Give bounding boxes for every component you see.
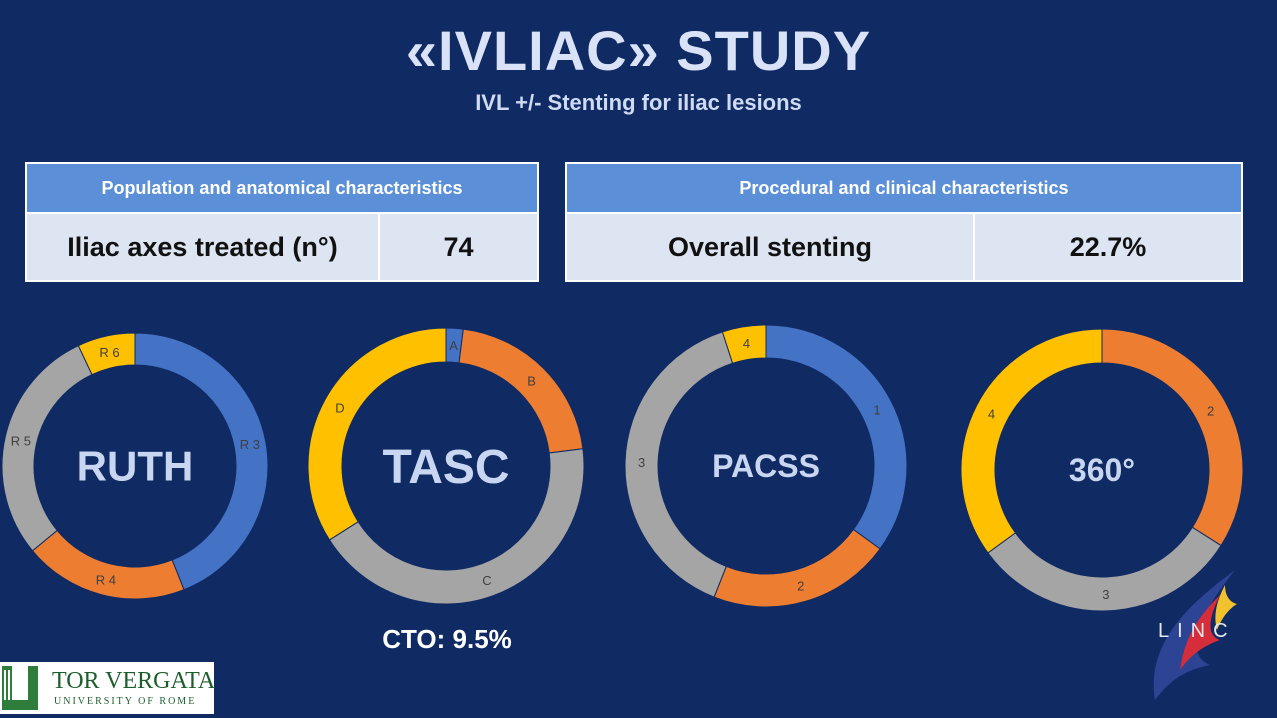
donut-3-slice-4 — [721, 324, 767, 364]
population-table: Population and anatomical characteristic… — [25, 162, 539, 282]
donut-3-slice-1 — [765, 324, 908, 550]
tor-vergata-name: TOR VERGATA — [52, 668, 216, 694]
procedural-table: Procedural and clinical characteristics … — [565, 162, 1243, 282]
tor-vergata-logo: TOR VERGATA UNIVERSITY OF ROME — [0, 662, 216, 714]
linc-text: LINC — [1158, 620, 1236, 642]
donut-2-slice-label-2: B — [527, 373, 536, 388]
donut-3-slice-2 — [713, 528, 881, 608]
donut-2-slice-4 — [307, 327, 447, 541]
population-table-header: Population and anatomical characteristic… — [25, 162, 539, 214]
donut-2-center-label: TASC — [382, 441, 509, 494]
donut-chart-1: R 3 R 4 R 5 R 6 RUTH — [1, 332, 269, 600]
donut-1-slice-label-1: R 3 — [240, 437, 260, 452]
donut-4-slice-label-1: 2 — [1207, 403, 1214, 418]
tor-vergata-mark-icon — [0, 662, 40, 714]
donut-1-center-label: RUTH — [77, 443, 194, 490]
donut-chart-2: A B C D TASC — [307, 327, 585, 605]
donut-2-slice-label-4: D — [335, 401, 344, 416]
slide-title: «IVLIAC» STUDY — [405, 19, 872, 82]
donut-1-slice-2 — [31, 529, 185, 600]
iliac-axes-value: 74 — [378, 212, 539, 282]
donut-chart-3: 1 2 3 4 PACSS — [624, 324, 908, 608]
iliac-axes-label: Iliac axes treated (n°) — [25, 212, 380, 282]
donut-4-center-label: 360° — [1069, 452, 1135, 488]
donut-1-slice-label-3: R 5 — [11, 433, 31, 448]
donut-4-slice-label-2: 3 — [1102, 587, 1109, 602]
donut-2-slice-2 — [458, 328, 584, 454]
tor-vergata-subtitle: UNIVERSITY OF ROME — [54, 696, 197, 707]
donut-1-slice-1 — [134, 332, 269, 591]
donut-3-center-label: PACSS — [712, 448, 820, 484]
donut-2-slice-label-3: C — [482, 573, 491, 588]
overall-stenting-value: 22.7% — [973, 212, 1243, 282]
donut-1-slice-label-2: R 4 — [96, 572, 116, 587]
donut-3-slice-label-2: 2 — [797, 579, 804, 594]
donut-2-slice-3 — [328, 448, 585, 605]
donut-3-slice-label-1: 1 — [873, 402, 880, 417]
slide-subtitle: IVL +/- Stenting for iliac lesions — [475, 90, 802, 115]
donut-1-slice-label-4: R 6 — [99, 345, 119, 360]
donut-chart-4: 2 3 4 360° — [960, 328, 1244, 612]
donut-4-slice-1 — [1101, 328, 1244, 547]
donut-2-slice-label-1: A — [449, 338, 458, 353]
donut-3-slice-label-4: 4 — [743, 336, 750, 351]
donut-4-slice-label-3: 4 — [988, 407, 995, 422]
cto-label: CTO: 9.5% — [382, 624, 512, 654]
donut-1-slice-4 — [77, 332, 136, 376]
linc-logo-icon — [1153, 570, 1237, 700]
donut-3-slice-label-3: 3 — [638, 455, 645, 470]
overall-stenting-label: Overall stenting — [565, 212, 975, 282]
donut-4-slice-3 — [960, 328, 1103, 554]
procedural-table-header: Procedural and clinical characteristics — [565, 162, 1243, 214]
